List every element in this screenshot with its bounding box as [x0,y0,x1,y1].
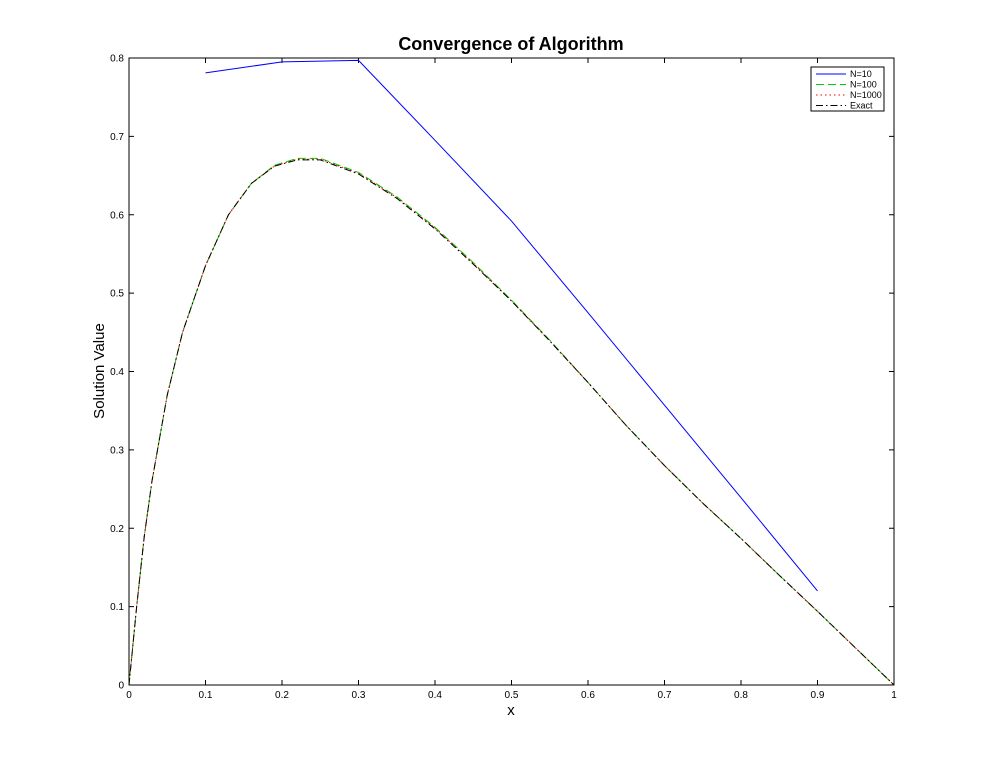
x-tick-label: 0.6 [581,690,595,701]
y-tick-label: 0 [118,681,124,692]
y-tick-label: 0.4 [110,367,124,378]
x-tick-label: 0.9 [811,690,825,701]
chart-title: Convergence of Algorithm [398,34,623,54]
x-tick-label: 0.4 [428,690,442,701]
y-tick-label: 0.1 [110,602,124,613]
x-tick-label: 0.5 [505,690,519,701]
x-tick-label: 0 [126,690,132,701]
x-tick-label: 0.1 [199,690,213,701]
x-tick-label: 0.2 [275,690,289,701]
x-tick-label: 0.3 [352,690,366,701]
series-line-n-1000 [128,158,895,686]
y-tick-label: 0.5 [110,289,124,300]
series-lines [128,59,895,686]
plot-area: 0 0.1 0.2 0.3 0.4 0.5 0.6 0.7 0.8 0.9 1 0 0.1 0.2 0.3… [110,54,897,702]
x-axis-ticks: 0 0.1 0.2 0.3 0.4 0.5 0.6 0.7 0.8 0.9 1 [126,58,897,701]
legend-label: N=100 [850,80,877,90]
y-axis-label: Solution Value [91,323,108,419]
y-tick-label: 0.7 [110,132,124,143]
legend-label: Exact [850,101,873,111]
series-line-exact [128,159,895,686]
y-axis-ticks: 0 0.1 0.2 0.3 0.4 0.5 0.6 0.7 0.8 [110,54,894,692]
y-tick-label: 0.2 [110,524,124,535]
legend-label: N=1000 [850,90,882,100]
x-tick-label: 0.7 [658,690,672,701]
x-tick-label: 0.8 [734,690,748,701]
x-tick-label: 1 [891,690,897,701]
y-tick-label: 0.3 [110,445,124,456]
y-tick-label: 0.8 [110,54,124,65]
legend-label: N=10 [850,69,872,79]
y-tick-label: 0.6 [110,210,124,221]
x-axis-label: x [507,702,515,719]
series-line-n-10 [205,59,818,592]
